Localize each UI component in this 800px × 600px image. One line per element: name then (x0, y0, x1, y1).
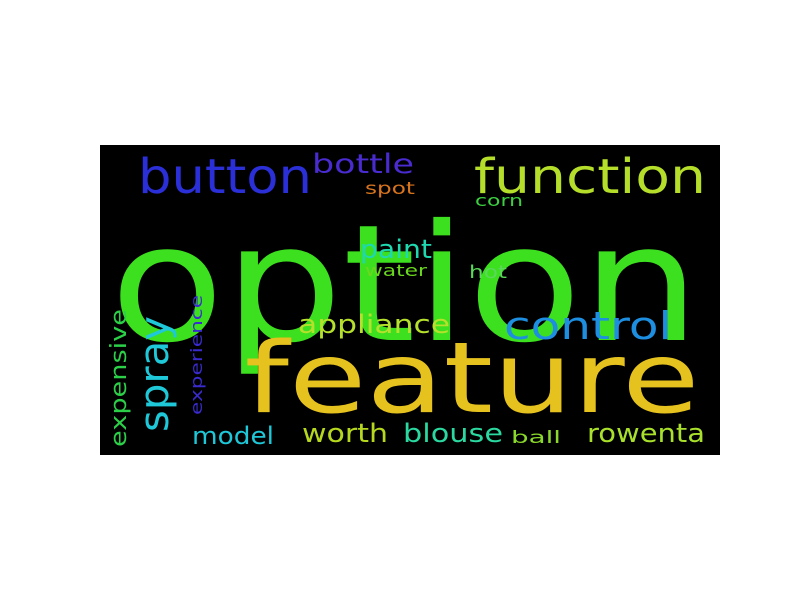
word-function: function (474, 149, 706, 205)
word-cloud-words: option feature function button control b… (107, 149, 706, 450)
word-blouse: blouse (403, 419, 503, 449)
word-feature: feature (245, 322, 700, 436)
word-option: option (110, 191, 700, 379)
word-paint: paint (360, 235, 432, 265)
word-appliance: appliance (298, 310, 450, 340)
word-cloud-background (100, 145, 720, 455)
word-water: water (365, 261, 428, 280)
word-control: control (504, 304, 672, 348)
word-worth: worth (302, 419, 388, 449)
word-hot: hot (469, 262, 507, 283)
word-spot: spot (365, 179, 415, 199)
word-experience: experience (187, 295, 206, 415)
word-spray: spray (132, 316, 178, 432)
word-expensive: expensive (107, 309, 132, 447)
word-rowenta: rowenta (587, 419, 705, 449)
word-corn: corn (475, 191, 523, 210)
word-ball: ball (511, 428, 561, 448)
word-bottle: bottle (312, 149, 414, 180)
word-button: button (138, 149, 312, 205)
word-model: model (192, 422, 274, 450)
